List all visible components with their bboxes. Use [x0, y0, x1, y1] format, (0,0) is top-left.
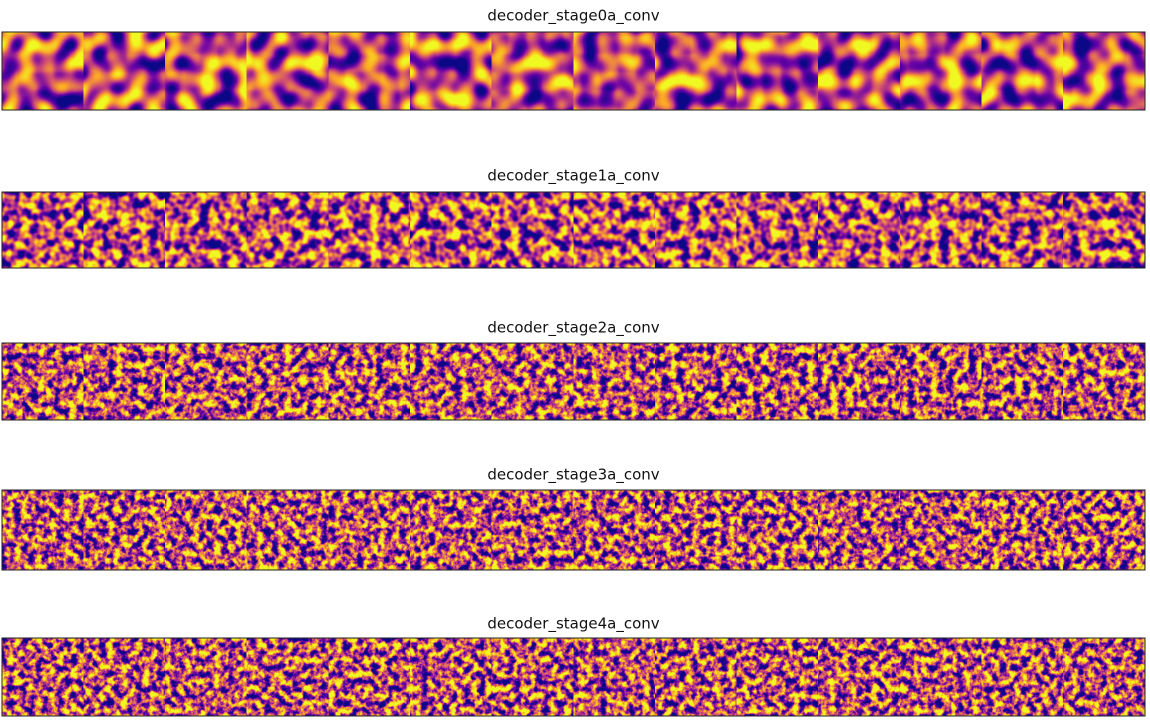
feature-map: [736, 192, 819, 268]
feature-map: [410, 638, 492, 716]
feature-map: [655, 490, 737, 570]
feature-map: [246, 32, 329, 110]
strip-frame: [1, 637, 1146, 717]
feature-map: [246, 638, 329, 716]
feature-map: [491, 638, 574, 716]
strip-frame: [1, 342, 1146, 421]
feature-map: [655, 638, 737, 716]
feature-map: [328, 638, 411, 716]
feature-map: [83, 490, 166, 570]
feature-map: [900, 490, 982, 570]
feature-map: [165, 638, 247, 716]
feature-map: [328, 343, 411, 420]
strip-frame: [1, 191, 1146, 269]
feature-map: [165, 343, 247, 420]
strip-frame: [1, 489, 1146, 571]
feature-map: [2, 638, 84, 716]
feature-map: [1063, 32, 1145, 110]
feature-map: [736, 490, 819, 570]
panel-title: decoder_stage2a_conv: [487, 319, 659, 338]
feature-map: [410, 490, 492, 570]
feature-map: [900, 32, 982, 110]
feature-map: [573, 490, 656, 570]
feature-map: [165, 490, 247, 570]
feature-map: [2, 490, 84, 570]
feature-map: [1063, 343, 1145, 420]
feature-map: [2, 32, 84, 110]
feature-map: [736, 343, 819, 420]
panel-title: decoder_stage4a_conv: [487, 615, 659, 634]
feature-map: [328, 192, 411, 268]
feature-map: [83, 32, 166, 110]
feature-map: [900, 192, 982, 268]
feature-map: [900, 638, 982, 716]
feature-map: [818, 490, 901, 570]
feature-map: [491, 343, 574, 420]
feature-map: [736, 638, 819, 716]
feature-map: [410, 192, 492, 268]
feature-map: [573, 32, 656, 110]
feature-map: [1063, 638, 1145, 716]
panel-title: decoder_stage1a_conv: [487, 167, 659, 186]
feature-map: [736, 32, 819, 110]
panel-title: decoder_stage3a_conv: [487, 466, 659, 485]
feature-map: [491, 192, 574, 268]
panel-title: decoder_stage0a_conv: [487, 7, 659, 26]
feature-map: [491, 32, 574, 110]
feature-map: [573, 192, 656, 268]
feature-map: [573, 638, 656, 716]
feature-map: [83, 638, 166, 716]
feature-map: [655, 343, 737, 420]
feature-map: [246, 192, 329, 268]
feature-map: [573, 343, 656, 420]
feature-map: [83, 343, 166, 420]
feature-map: [1063, 192, 1145, 268]
strip-frame: [1, 31, 1146, 111]
feature-map: [2, 192, 84, 268]
feature-map: [818, 32, 901, 110]
feature-map: [981, 490, 1064, 570]
feature-map: [655, 32, 737, 110]
feature-map: [1063, 490, 1145, 570]
feature-map: [410, 343, 492, 420]
feature-map: [981, 192, 1064, 268]
feature-map: [246, 490, 329, 570]
feature-map: [655, 192, 737, 268]
feature-map: [328, 32, 411, 110]
feature-map: [2, 343, 84, 420]
feature-map: [900, 343, 982, 420]
feature-map: [981, 32, 1064, 110]
feature-map: [818, 343, 901, 420]
feature-map: [246, 343, 329, 420]
feature-map: [410, 32, 492, 110]
feature-map: [818, 192, 901, 268]
feature-map: [818, 638, 901, 716]
feature-map: [328, 490, 411, 570]
feature-map: [491, 490, 574, 570]
feature-map: [165, 192, 247, 268]
feature-map: [981, 638, 1064, 716]
feature-map: [981, 343, 1064, 420]
feature-map: [165, 32, 247, 110]
feature-map: [83, 192, 166, 268]
